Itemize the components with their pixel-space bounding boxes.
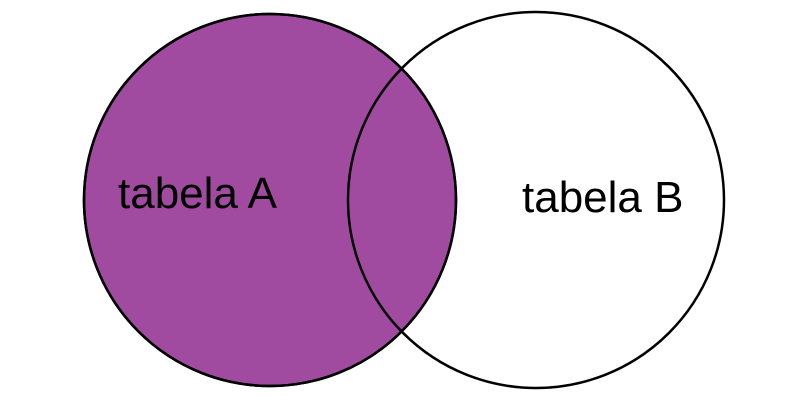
circle-tabela-b xyxy=(346,10,726,390)
label-tabela-b: tabela B xyxy=(522,173,683,222)
circle-tabela-a-outline xyxy=(82,12,458,388)
label-tabela-a: tabela A xyxy=(118,169,278,218)
